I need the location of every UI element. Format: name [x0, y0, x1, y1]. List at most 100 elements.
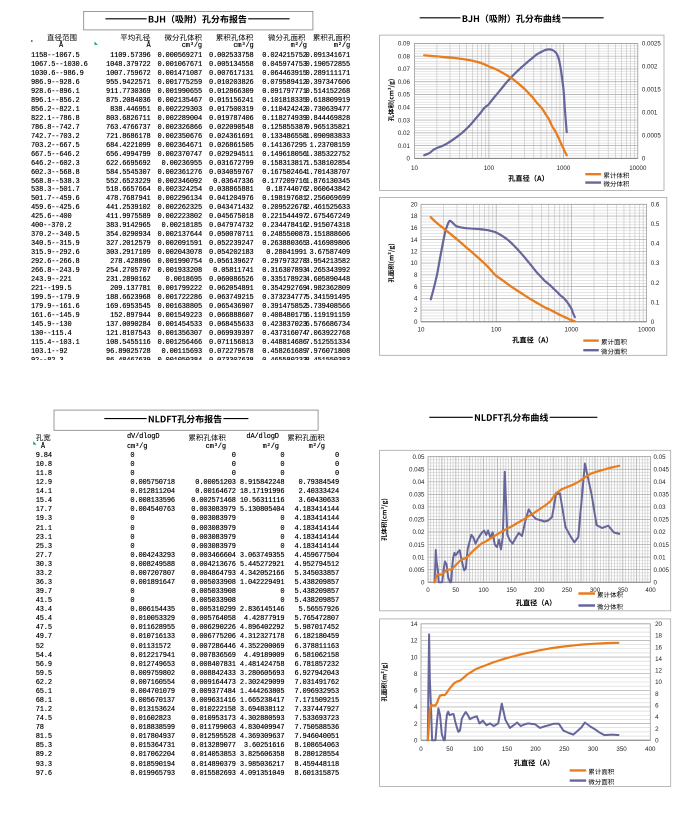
svg-text:400: 400: [645, 746, 656, 753]
svg-text:0: 0: [414, 737, 418, 744]
svg-text:6: 6: [655, 703, 659, 710]
svg-text:14: 14: [411, 237, 418, 244]
svg-text:4: 4: [655, 714, 659, 721]
svg-text:0.025: 0.025: [409, 517, 425, 524]
svg-text:300: 300: [590, 587, 601, 594]
svg-text:2: 2: [414, 721, 418, 728]
svg-text:0.035: 0.035: [409, 492, 425, 499]
svg-text:0.001: 0.001: [642, 110, 658, 117]
svg-text:20: 20: [655, 621, 662, 628]
svg-text:0.02: 0.02: [398, 130, 411, 137]
svg-text:8: 8: [414, 272, 418, 279]
svg-text:350: 350: [616, 746, 627, 753]
svg-text:0: 0: [642, 156, 646, 163]
svg-text:100: 100: [473, 746, 484, 753]
svg-text:0.025: 0.025: [654, 517, 670, 524]
svg-text:8: 8: [655, 691, 659, 698]
svg-text:8: 8: [414, 671, 418, 678]
svg-text:10: 10: [411, 165, 418, 172]
svg-text:0.005: 0.005: [409, 567, 425, 574]
svg-text:0.03: 0.03: [654, 504, 667, 511]
svg-text:18: 18: [411, 213, 418, 220]
svg-text:10000: 10000: [638, 327, 656, 334]
svg-text:0.01: 0.01: [654, 554, 667, 561]
svg-text:0: 0: [406, 156, 410, 163]
svg-text:12: 12: [655, 668, 662, 675]
svg-text:0: 0: [419, 746, 423, 753]
svg-text:16: 16: [411, 225, 418, 232]
svg-text:0.0025: 0.0025: [642, 41, 661, 48]
svg-text:0.1: 0.1: [651, 299, 660, 306]
svg-text:0.6: 0.6: [651, 202, 660, 209]
svg-text:0.05: 0.05: [654, 454, 667, 461]
svg-text:18: 18: [655, 633, 662, 640]
svg-text:0.01: 0.01: [398, 143, 411, 150]
svg-text:0.08: 0.08: [398, 53, 411, 60]
svg-text:0.05: 0.05: [398, 92, 411, 99]
svg-text:0.02: 0.02: [412, 529, 425, 536]
svg-text:0.4: 0.4: [651, 241, 660, 248]
svg-text:0.07: 0.07: [398, 66, 411, 73]
svg-text:200: 200: [534, 587, 545, 594]
svg-text:400: 400: [645, 587, 656, 594]
svg-text:14: 14: [411, 621, 418, 628]
svg-text:0.05: 0.05: [412, 454, 425, 461]
svg-text:4: 4: [414, 296, 418, 303]
svg-text:0.045: 0.045: [654, 466, 670, 473]
svg-text:0.04: 0.04: [654, 479, 667, 486]
svg-text:0.002: 0.002: [642, 64, 658, 71]
svg-text:10: 10: [411, 654, 418, 661]
svg-text:250: 250: [562, 587, 573, 594]
svg-text:10: 10: [655, 679, 662, 686]
svg-text:150: 150: [506, 587, 517, 594]
svg-text:6: 6: [414, 284, 418, 291]
svg-text:150: 150: [502, 746, 513, 753]
svg-text:0.01: 0.01: [412, 554, 425, 561]
svg-text:100: 100: [491, 327, 502, 334]
svg-text:0.5: 0.5: [651, 221, 660, 228]
svg-text:0: 0: [414, 319, 418, 326]
svg-text:250: 250: [559, 746, 570, 753]
svg-text:0.03: 0.03: [412, 504, 425, 511]
svg-text:0.045: 0.045: [409, 466, 425, 473]
svg-text:2: 2: [655, 726, 659, 733]
svg-text:0.3: 0.3: [651, 260, 660, 267]
svg-text:50: 50: [452, 587, 459, 594]
svg-text:0.03: 0.03: [398, 117, 411, 124]
svg-text:350: 350: [618, 587, 629, 594]
svg-text:0.015: 0.015: [409, 542, 425, 549]
svg-text:10: 10: [418, 327, 425, 334]
svg-text:100: 100: [484, 165, 495, 172]
svg-text:100: 100: [478, 587, 489, 594]
svg-text:0.0015: 0.0015: [642, 87, 661, 94]
svg-text:0.005: 0.005: [654, 567, 670, 574]
svg-text:300: 300: [588, 746, 599, 753]
svg-text:0: 0: [655, 737, 659, 744]
svg-text:0.09: 0.09: [398, 41, 411, 48]
svg-text:10: 10: [411, 260, 418, 267]
svg-text:12: 12: [411, 249, 418, 256]
svg-text:200: 200: [530, 746, 541, 753]
svg-text:0: 0: [421, 579, 425, 586]
svg-text:0: 0: [654, 579, 658, 586]
svg-text:0.2: 0.2: [651, 280, 660, 287]
svg-text:0: 0: [426, 587, 430, 594]
svg-text:0.0005: 0.0005: [642, 133, 661, 140]
svg-text:50: 50: [446, 746, 453, 753]
svg-text:0.02: 0.02: [654, 529, 667, 536]
svg-text:1000: 1000: [565, 327, 579, 334]
svg-text:20: 20: [411, 202, 418, 209]
svg-text:10000: 10000: [629, 165, 647, 172]
svg-text:0.035: 0.035: [654, 492, 670, 499]
svg-text:16: 16: [655, 644, 662, 651]
svg-text:0: 0: [651, 319, 655, 326]
svg-text:2: 2: [414, 307, 418, 314]
svg-text:0.04: 0.04: [398, 105, 411, 112]
svg-text:1000: 1000: [557, 165, 571, 172]
svg-text:0.06: 0.06: [398, 79, 411, 86]
svg-text:14: 14: [655, 656, 662, 663]
svg-text:6: 6: [414, 688, 418, 695]
svg-text:4: 4: [414, 704, 418, 711]
svg-text:0.015: 0.015: [654, 542, 670, 549]
svg-text:0.04: 0.04: [412, 479, 425, 486]
